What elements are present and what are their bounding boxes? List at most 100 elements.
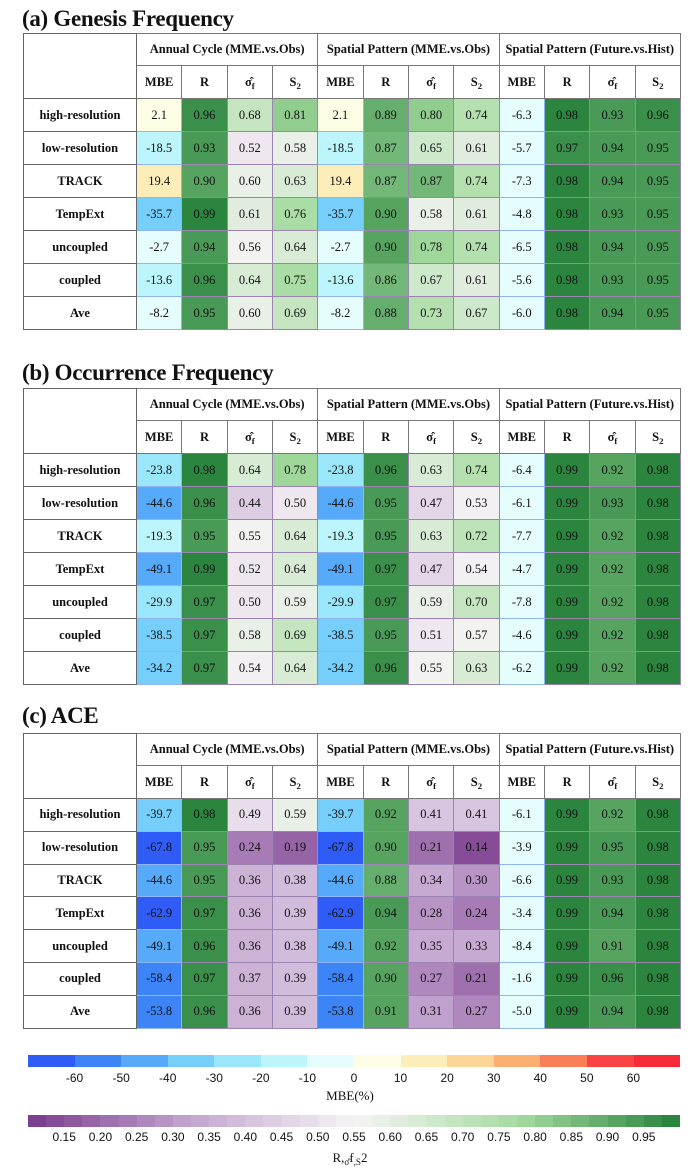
column-header: σ̂f [589,420,636,454]
group-header: Spatial Pattern (Future.vs.Hist) [498,388,681,421]
metric-cell: 0.24 [226,830,273,865]
colorbar-tick-label: 0 [350,1071,358,1085]
metric-cell: 0.28 [407,896,455,931]
metric-cell: 0.97 [181,651,228,685]
column-header: S2 [634,420,681,454]
mbe-cell: -49.1 [135,929,183,963]
column-header-text: S [470,429,478,444]
column-header-text: R [562,74,572,89]
metric-cell: 0.55 [226,519,273,553]
column-header-subscript: 2 [477,435,483,446]
column-header-text: S [470,74,478,89]
metric-cell: 0.58 [271,131,319,165]
mbe-cell: -5.7 [498,131,545,165]
metric-cell: 0.36 [226,994,273,1029]
metric-cell: 0.64 [271,230,319,264]
metric-cell: 0.92 [589,618,636,652]
metric-cell: 0.61 [453,263,500,297]
mbe-cell: -67.8 [317,830,364,865]
metric-cell: 0.99 [543,830,591,865]
metric-cell: 0.94 [589,296,636,330]
metric-cell: 0.72 [453,519,500,553]
column-header: R [362,765,409,799]
metric-cell: 0.95 [634,197,681,231]
column-header-text: σ̂ [426,774,434,789]
column-header-text: R [199,74,209,89]
column-header: R [362,420,409,454]
metric-cell: 0.38 [271,929,319,963]
colorbar-tick-label: 0.75 [487,1130,511,1144]
metric-cell: 0.91 [362,994,409,1029]
metric-cell: 0.98 [634,453,681,487]
metric-cell: 0.39 [271,961,319,996]
table-row: TempExt -62.9 0.97 0.36 0.39 -62.9 0.94 0.28 0.2… [23,896,681,931]
row-label: TempExt [23,552,137,586]
metric-cell: 0.27 [407,961,455,996]
metric-cell: 0.99 [543,651,591,685]
column-header: MBE [498,65,545,99]
metric-cell: 0.96 [362,453,409,487]
metric-cell: 0.59 [407,585,455,619]
metric-cell: 0.61 [453,131,500,165]
metric-cell: 0.67 [407,263,455,297]
metric-cell: 0.47 [407,552,455,586]
metric-cell: 0.96 [181,994,228,1029]
metric-cell: 0.41 [453,798,500,832]
metric-cell: 0.63 [407,519,455,553]
metric-cell: 0.95 [181,296,228,330]
metric-cell: 0.97 [181,585,228,619]
metric-cell: 0.97 [181,896,228,931]
metric-cell: 0.99 [543,618,591,652]
mbe-cell: -1.6 [498,961,545,996]
heatmap-table: Annual Cycle (MME.vs.Obs) Spatial Pattern… [23,33,681,330]
metric-cell: 0.69 [271,618,319,652]
metric-cell: 0.96 [181,486,228,520]
colorbar-segment [335,1115,354,1127]
metric-cell: 0.95 [634,263,681,297]
metric-cell: 0.21 [453,961,500,996]
colorbar-segment [498,1115,517,1127]
column-header-text: S [289,774,297,789]
metric-colorbar-ticks: 0.15 0.20 0.25 0.30 0.35 0.40 0.45 0.50 0.55 0.60… [28,1130,680,1144]
metric-cell: 0.39 [271,896,319,931]
metric-cell: 0.94 [589,131,636,165]
metric-cell: 0.95 [181,519,228,553]
colorbar-tick-label: -60 [65,1071,84,1085]
column-header: σ̂f [407,65,455,99]
metric-cell: 0.54 [453,552,500,586]
group-header: Spatial Pattern (MME.vs.Obs) [317,733,500,766]
mbe-cell: -44.6 [317,486,364,520]
mbe-cell: -6.1 [498,798,545,832]
metric-cell: 0.96 [589,961,636,996]
row-label: high-resolution [23,98,137,132]
column-header: S2 [271,65,319,99]
column-header-text: MBE [326,74,355,89]
table-row: TempExt -35.7 0.99 0.61 0.76 -35.7 0.90 0.58 0.6… [23,197,681,231]
row-label: Ave [23,651,137,685]
metric-cell: 0.92 [589,552,636,586]
colorbar-tick-label: 10 [393,1071,408,1085]
mbe-cell: -53.8 [135,994,183,1029]
metric-cell: 0.98 [543,230,591,264]
metric-cell: 0.74 [453,453,500,487]
colorbar-segment [263,1115,282,1127]
metric-cell: 0.98 [634,929,681,963]
colorbar-tick-label: 20 [440,1071,454,1085]
colorbar-segment [462,1115,481,1127]
mbe-cell: -58.4 [317,961,364,996]
heatmap-table: Annual Cycle (MME.vs.Obs) Spatial Pattern… [23,388,681,685]
metric-cell: 0.58 [407,197,455,231]
metric-cell: 0.95 [634,164,681,198]
colorbar-segment [535,1115,554,1127]
metric-cell: 0.99 [543,994,591,1029]
metric-cell: 0.97 [362,585,409,619]
row-label: TRACK [23,519,137,553]
mbe-cell: -67.8 [135,830,183,865]
metric-cell: 0.95 [362,519,409,553]
column-header: R [181,765,228,799]
metric-cell: 0.36 [226,896,273,931]
metric-cell: 0.39 [271,994,319,1029]
metric-cell: 0.93 [589,486,636,520]
row-label: uncoupled [23,230,137,264]
metric-cell: 0.98 [634,798,681,832]
